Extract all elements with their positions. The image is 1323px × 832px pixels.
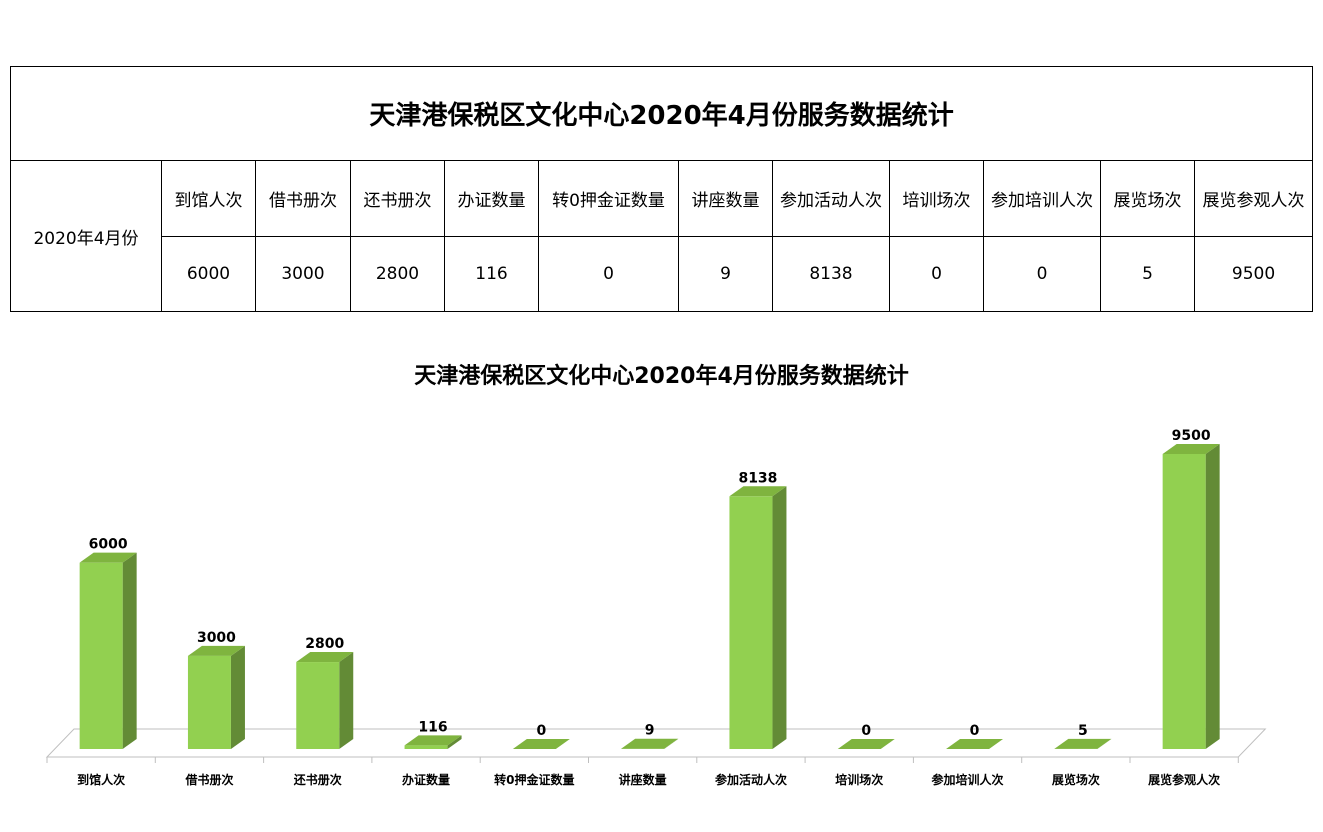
value-cell: 9500 bbox=[1193, 236, 1314, 312]
bar-side bbox=[122, 552, 137, 749]
data-label: 116 bbox=[418, 719, 447, 735]
data-label: 5 bbox=[1078, 723, 1088, 739]
value-cell: 0 bbox=[538, 236, 679, 312]
data-label: 2800 bbox=[305, 636, 344, 652]
value-cell: 5 bbox=[1100, 236, 1195, 312]
bar-top bbox=[79, 552, 137, 563]
data-label: 0 bbox=[861, 723, 871, 739]
row-label: 2020年4月份 bbox=[10, 160, 162, 312]
header-cell: 借书册次 bbox=[255, 160, 351, 237]
value-cell: 116 bbox=[444, 236, 539, 312]
header-cell: 展览参观人次 bbox=[1193, 160, 1314, 237]
bar bbox=[79, 562, 123, 749]
bar-top bbox=[946, 739, 1004, 749]
bar-top bbox=[1054, 738, 1112, 749]
value-cell: 8138 bbox=[772, 236, 890, 312]
bar bbox=[296, 662, 340, 749]
value-cell: 0 bbox=[983, 236, 1101, 312]
data-label: 0 bbox=[536, 723, 546, 739]
bar-top bbox=[404, 735, 462, 746]
x-tick-label: 转0押金证数量 bbox=[494, 772, 574, 787]
chart-floor bbox=[45, 728, 1267, 758]
bar-top bbox=[837, 739, 895, 749]
x-tick-label: 办证数量 bbox=[402, 772, 450, 787]
x-tick-label: 培训场次 bbox=[835, 772, 883, 787]
bar-side bbox=[230, 645, 245, 749]
data-label: 9 bbox=[645, 723, 655, 739]
bar-top bbox=[187, 645, 245, 656]
bar-side bbox=[1097, 738, 1112, 749]
data-label: 9500 bbox=[1172, 428, 1211, 444]
bar-side bbox=[447, 735, 462, 749]
bar-top bbox=[296, 652, 354, 663]
value-cell: 6000 bbox=[161, 236, 256, 312]
bar bbox=[187, 655, 231, 749]
header-cell: 还书册次 bbox=[350, 160, 445, 237]
bar-top bbox=[729, 486, 787, 497]
x-tick-label: 还书册次 bbox=[293, 772, 342, 787]
bar-top bbox=[512, 739, 570, 749]
data-label: 0 bbox=[970, 723, 980, 739]
x-tick-label: 参加活动人次 bbox=[715, 772, 787, 787]
header-cell: 讲座数量 bbox=[678, 160, 773, 237]
stats-table: 天津港保税区文化中心2020年4月份服务数据统计 2020年4月份 到馆人次 借… bbox=[9, 66, 1314, 312]
bar bbox=[404, 745, 448, 749]
header-cell: 办证数量 bbox=[444, 160, 539, 237]
bar-top bbox=[621, 738, 679, 749]
x-tick-label: 参加培训人次 bbox=[932, 772, 1004, 787]
x-tick-label: 展览参观人次 bbox=[1148, 772, 1220, 787]
bar-side bbox=[1205, 444, 1220, 749]
bar-side bbox=[339, 652, 354, 749]
value-cell: 9 bbox=[678, 236, 773, 312]
header-cell: 培训场次 bbox=[889, 160, 984, 237]
bar-side bbox=[772, 486, 787, 749]
header-cell: 参加活动人次 bbox=[772, 160, 890, 237]
value-cell: 3000 bbox=[255, 236, 351, 312]
bar bbox=[729, 496, 773, 749]
bar bbox=[1162, 454, 1206, 749]
x-tick-label: 讲座数量 bbox=[619, 772, 667, 787]
bar-side bbox=[664, 738, 679, 749]
table-title: 天津港保税区文化中心2020年4月份服务数据统计 bbox=[9, 66, 1314, 161]
x-tick-label: 到馆人次 bbox=[77, 772, 125, 787]
data-label: 6000 bbox=[89, 537, 128, 553]
chart-title: 天津港保税区文化中心2020年4月份服务数据统计 bbox=[414, 364, 909, 389]
x-tick-label: 展览场次 bbox=[1052, 772, 1100, 787]
data-label: 8138 bbox=[738, 470, 777, 486]
bar-top bbox=[1162, 444, 1220, 454]
x-tick-label: 借书册次 bbox=[184, 772, 233, 787]
header-cell: 参加培训人次 bbox=[983, 160, 1101, 237]
data-label: 3000 bbox=[197, 630, 236, 646]
